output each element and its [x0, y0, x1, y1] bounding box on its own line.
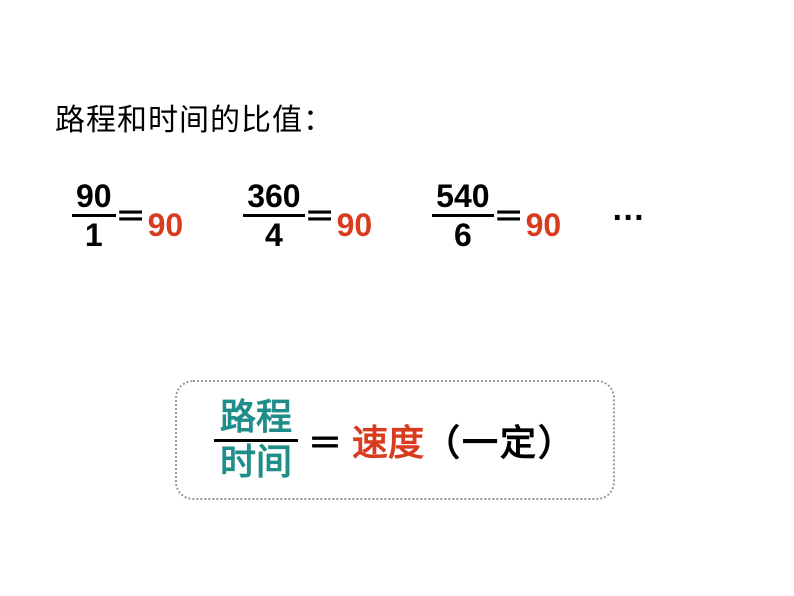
ratio-2: 360 4 ＝ 90 [243, 180, 372, 251]
heading-text: 路程和时间的比值： [55, 95, 334, 139]
result-3: 90 [526, 207, 562, 244]
denominator-2: 4 [265, 217, 283, 251]
numerator-2: 360 [243, 180, 304, 217]
fraction-2: 360 4 [243, 180, 304, 251]
equals-2: ＝ [305, 192, 335, 236]
result-1: 90 [148, 207, 184, 244]
fraction-3: 540 6 [432, 180, 493, 251]
formula-numerator: 路程 [214, 398, 298, 442]
ratio-1: 90 1 ＝ 90 [72, 180, 183, 251]
ratio-3: 540 6 ＝ 90 [432, 180, 561, 251]
denominator-3: 6 [454, 217, 472, 251]
result-2: 90 [337, 207, 373, 244]
formula: 路程 时间 ＝ 速度 （一定） [214, 398, 576, 482]
numerator-1: 90 [72, 180, 116, 217]
formula-fraction: 路程 时间 [214, 398, 298, 482]
numerator-3: 540 [432, 180, 493, 217]
formula-denominator: 时间 [220, 442, 292, 483]
fraction-1: 90 1 [72, 180, 116, 251]
formula-box: 路程 时间 ＝ 速度 （一定） [175, 380, 615, 500]
formula-speed: 速度 [352, 414, 424, 466]
equals-3: ＝ [494, 192, 524, 236]
formula-constant: （一定） [424, 414, 576, 466]
ratio-row: 90 1 ＝ 90 360 4 ＝ 90 540 6 ＝ 90 … [72, 180, 645, 251]
denominator-1: 1 [85, 217, 103, 251]
ellipsis: … [611, 190, 645, 229]
formula-equals: ＝ [308, 416, 342, 465]
equals-1: ＝ [116, 192, 146, 236]
